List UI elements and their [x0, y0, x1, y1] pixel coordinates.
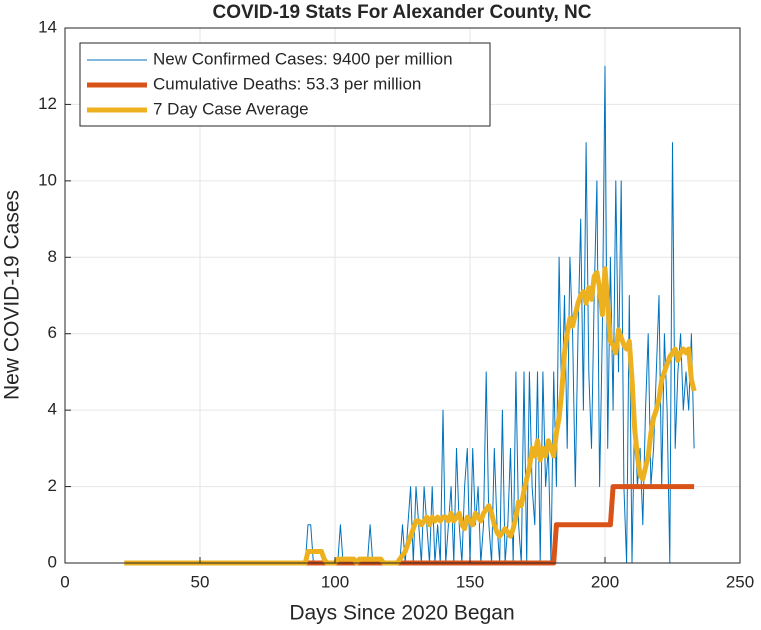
- x-tick-label: 100: [321, 572, 349, 591]
- y-axis-label: New COVID-19 Cases: [1, 190, 24, 400]
- y-tick-label: 10: [38, 170, 57, 189]
- plot-frame: [64, 27, 741, 564]
- y-tick-label: 4: [48, 400, 57, 419]
- legend: New Confirmed Cases: 9400 per million Cum…: [79, 42, 491, 127]
- x-axis-label: Days Since 2020 Began: [289, 602, 514, 625]
- x-tick-label: 250: [726, 572, 754, 591]
- x-tick-label: 50: [191, 572, 210, 591]
- legend-label: 7 Day Case Average: [153, 99, 309, 118]
- x-tick-label: 200: [591, 572, 619, 591]
- chart-title: COVID-19 Stats For Alexander County, NC: [212, 2, 591, 23]
- y-tick-label: 8: [48, 247, 57, 266]
- legend-label: New Confirmed Cases: 9400 per million: [153, 49, 453, 68]
- legend-box: [79, 42, 491, 127]
- y-tick-label: 6: [48, 323, 57, 342]
- x-tick-label: 150: [456, 572, 484, 591]
- y-tick-label: 0: [48, 552, 57, 571]
- x-tick-label: 0: [60, 572, 69, 591]
- y-tick-label: 2: [48, 476, 57, 495]
- y-tick-label: 12: [38, 94, 57, 113]
- y-tick-label: 14: [38, 17, 57, 36]
- ticks: 0 50 100 150 200 250 0 2 4 6 8 10 12 14: [38, 17, 754, 591]
- legend-label: Cumulative Deaths: 53.3 per million: [153, 74, 421, 93]
